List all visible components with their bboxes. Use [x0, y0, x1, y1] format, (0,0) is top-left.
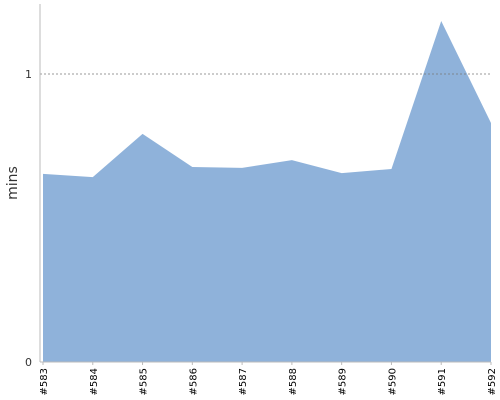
x-tick-label: #583 — [39, 368, 50, 395]
x-tick-label: #584 — [89, 368, 100, 395]
x-tick-label: #591 — [437, 368, 448, 395]
y-tick-label: 0 — [25, 356, 32, 369]
x-tick-label: #586 — [188, 368, 199, 395]
area — [43, 20, 491, 362]
x-tick-label: #588 — [288, 368, 299, 395]
y-axis-label: mins — [5, 166, 21, 200]
y-tick-label: 1 — [25, 68, 32, 81]
x-tick-label: #590 — [387, 368, 398, 395]
x-tick-label: #592 — [487, 368, 498, 395]
x-tick-label: #587 — [238, 368, 249, 395]
x-tick-label: #585 — [139, 368, 150, 395]
x-tick-label: #589 — [338, 368, 349, 395]
